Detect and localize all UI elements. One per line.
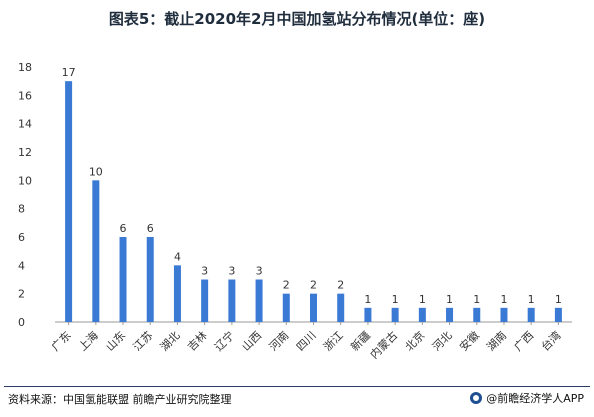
y-tick-label: 2 xyxy=(18,288,25,301)
value-label: 1 xyxy=(446,293,453,306)
y-tick-label: 4 xyxy=(18,259,25,272)
bar xyxy=(282,293,290,322)
value-label: 3 xyxy=(256,265,263,278)
value-label: 3 xyxy=(201,265,208,278)
value-label: 17 xyxy=(62,66,76,79)
value-labels-group: 17 10 6 6 4 3 3 3 2 2 2 1 1 1 1 1 1 1 1 xyxy=(62,66,562,306)
x-tick-label: 北京 xyxy=(402,328,427,353)
bars-group xyxy=(65,81,562,323)
y-tick-label: 18 xyxy=(18,61,32,74)
bar xyxy=(364,307,372,322)
bar xyxy=(527,307,535,322)
footer-divider xyxy=(4,386,590,387)
value-label: 6 xyxy=(120,222,127,235)
x-tick-label: 湖北 xyxy=(158,329,183,354)
brand-logo-icon xyxy=(470,392,483,404)
bar xyxy=(201,279,209,322)
value-label: 6 xyxy=(147,222,154,235)
bar xyxy=(337,293,345,322)
value-label: 1 xyxy=(473,293,480,306)
bar-chart: 0 2 4 6 8 10 12 14 16 18 17 10 6 6 4 3 3 3 2 2 2 1 1 1 1 1 1 1 1 广东… xyxy=(18,61,572,361)
chart-title: 图表5：截止2020年2月中国加氢站分布情况(单位：座) xyxy=(108,10,486,28)
value-label: 1 xyxy=(364,293,371,306)
value-label: 1 xyxy=(419,293,426,306)
bar xyxy=(146,237,154,322)
x-tick-label: 广西 xyxy=(512,329,537,354)
value-label: 4 xyxy=(174,250,181,263)
y-tick-label: 0 xyxy=(18,316,25,329)
bar xyxy=(255,279,263,322)
x-tick-label: 吉林 xyxy=(184,328,209,353)
bar xyxy=(310,293,317,322)
value-label: 3 xyxy=(228,265,235,278)
value-label: 2 xyxy=(283,279,290,292)
x-tick-label: 辽宁 xyxy=(212,328,237,353)
value-label: 1 xyxy=(555,293,562,306)
bar xyxy=(173,265,181,322)
bar xyxy=(446,307,454,322)
bar xyxy=(65,81,73,323)
value-label: 10 xyxy=(89,165,103,178)
x-tick-label: 广东 xyxy=(49,329,74,354)
x-tick-label: 安徽 xyxy=(456,328,481,353)
brand-text: @前瞻经济学人APP xyxy=(486,392,584,405)
bar xyxy=(473,307,481,322)
y-tick-label: 16 xyxy=(18,89,32,102)
bar xyxy=(500,307,508,322)
x-tick-label: 河南 xyxy=(267,329,292,354)
value-label: 2 xyxy=(337,279,344,292)
source-note: 资料来源：中国氢能联盟 前瞻产业研究院整理 xyxy=(8,393,232,406)
x-tick-label: 台湾 xyxy=(538,328,563,353)
value-label: 1 xyxy=(528,293,535,306)
y-tick-label: 12 xyxy=(18,146,32,159)
x-tick-label: 河北 xyxy=(430,329,455,354)
y-tick-label: 10 xyxy=(18,174,32,187)
bar xyxy=(418,307,426,322)
bar xyxy=(92,180,100,322)
y-tick-label: 14 xyxy=(18,118,32,131)
bar xyxy=(391,307,399,322)
bar xyxy=(554,307,562,322)
x-tick-label: 湖南 xyxy=(484,329,509,354)
y-tick-label: 6 xyxy=(18,231,25,244)
value-label: 1 xyxy=(500,293,507,306)
value-label: 2 xyxy=(310,279,317,292)
x-tick-label: 山东 xyxy=(103,329,128,354)
x-tick-label: 浙江 xyxy=(321,329,346,354)
value-label: 1 xyxy=(392,293,399,306)
bar xyxy=(119,237,127,322)
bar xyxy=(228,279,236,322)
x-tick-label: 内蒙古 xyxy=(367,328,400,361)
x-tick-label: 上海 xyxy=(75,328,100,353)
y-tick-label: 8 xyxy=(18,203,25,216)
x-tick-label: 山西 xyxy=(239,329,264,354)
x-tick-label: 江苏 xyxy=(131,329,156,354)
x-tick-label: 四川 xyxy=(294,329,319,354)
brand-credit: @前瞻经济学人APP xyxy=(470,390,584,406)
